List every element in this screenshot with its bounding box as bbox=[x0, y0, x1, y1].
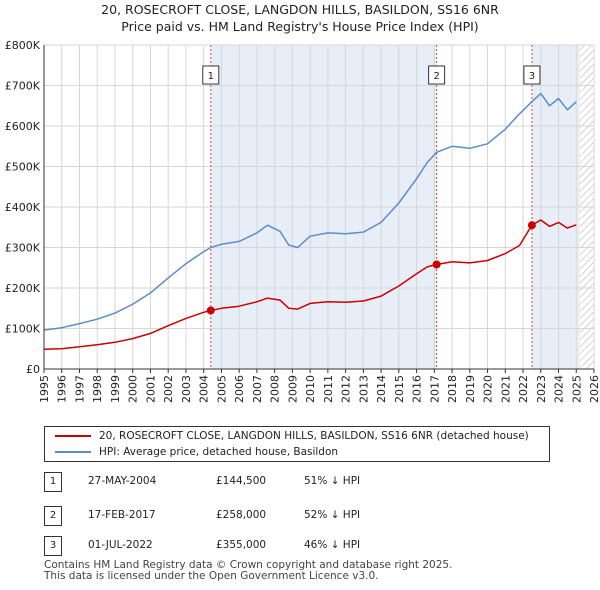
x-tick-label: 2006 bbox=[233, 375, 246, 403]
sale-hpi-diff: 46% ↓ HPI bbox=[304, 539, 361, 551]
y-tick-label: £0 bbox=[26, 363, 40, 376]
x-tick-label: 2016 bbox=[411, 375, 424, 403]
sale-marker-box bbox=[523, 65, 541, 85]
sale-marker-label: 3 bbox=[529, 71, 535, 82]
price-chart: 1 2 3 £0 £100K £200K £300K £400K £500K £600K £700… bbox=[5, 39, 600, 403]
legend-item-hpi: HPI: Average price, detached house, Basi… bbox=[55, 444, 338, 460]
sale-price: £355,000 bbox=[216, 539, 267, 551]
y-tick-label: £700K bbox=[5, 80, 41, 93]
x-tick-label: 2004 bbox=[198, 375, 211, 403]
x-tick-label: 2015 bbox=[393, 375, 406, 403]
x-tick-label: 1997 bbox=[73, 375, 86, 403]
y-tick-label: £800K bbox=[5, 39, 41, 52]
x-tick-label: 2024 bbox=[553, 375, 566, 403]
series-line-property bbox=[43, 219, 577, 350]
sale-date: 17-FEB-2017 bbox=[88, 509, 156, 521]
x-tick-label: 1998 bbox=[91, 375, 104, 403]
y-tick-label: £400K bbox=[5, 201, 41, 214]
x-tick-label: 2025 bbox=[570, 375, 583, 403]
y-tick-label: £600K bbox=[5, 120, 41, 133]
x-tick-label: 2022 bbox=[517, 375, 530, 403]
y-tick-label: £500K bbox=[5, 161, 41, 174]
x-tick-label: 2011 bbox=[322, 375, 335, 403]
x-tick-label: 2000 bbox=[127, 375, 140, 403]
x-tick-label: 2010 bbox=[304, 375, 317, 403]
legend-swatch-property bbox=[55, 435, 91, 437]
sale-number-badge: 2 bbox=[44, 506, 62, 526]
x-tick-label: 2023 bbox=[535, 375, 548, 403]
sale-price: £144,500 bbox=[216, 475, 267, 487]
x-tick-label: 2020 bbox=[482, 375, 495, 403]
sale-marker-label: 1 bbox=[208, 71, 214, 82]
footer-line-licence: This data is licensed under the Open Gov… bbox=[44, 570, 379, 582]
series-line-hpi bbox=[43, 92, 577, 331]
sale-number-badge: 3 bbox=[44, 536, 62, 556]
sale-point bbox=[432, 260, 441, 269]
legend-swatch-hpi bbox=[55, 451, 91, 453]
footer-line-copyright: Contains HM Land Registry data © Crown c… bbox=[44, 559, 453, 571]
x-tick-label: 2019 bbox=[464, 375, 477, 403]
legend-label-property: 20, ROSECROFT CLOSE, LANGDON HILLS, BASI… bbox=[99, 430, 529, 442]
sale-date: 27-MAY-2004 bbox=[88, 475, 157, 487]
x-tick-label: 2001 bbox=[144, 375, 157, 403]
y-tick-label: £300K bbox=[5, 242, 41, 255]
x-tick-label: 1995 bbox=[38, 375, 51, 403]
sale-marker-box bbox=[428, 65, 446, 85]
sale-price: £258,000 bbox=[216, 509, 267, 521]
legend-label-hpi: HPI: Average price, detached house, Basi… bbox=[99, 446, 339, 458]
x-tick-label: 2014 bbox=[375, 375, 388, 403]
sale-hpi-diff: 51% ↓ HPI bbox=[304, 475, 361, 487]
sale-marker-box bbox=[202, 65, 220, 85]
x-tick-label: 2007 bbox=[251, 375, 264, 403]
x-tick-label: 2005 bbox=[215, 375, 228, 403]
x-tick-label: 2008 bbox=[269, 375, 282, 403]
x-tick-label: 2003 bbox=[180, 375, 193, 403]
x-tick-label: 2018 bbox=[446, 375, 459, 403]
x-tick-label: 2012 bbox=[340, 375, 353, 403]
x-tick-label: 2002 bbox=[162, 375, 175, 403]
y-tick-label: £100K bbox=[5, 323, 41, 336]
sales-row: 3 01-JUL-2022 £355,000 46% ↓ HPI bbox=[44, 536, 564, 556]
chart-title: 20, ROSECROFT CLOSE, LANGDON HILLS, BASI… bbox=[101, 2, 499, 17]
sale-point bbox=[206, 306, 215, 315]
legend-item-property: 20, ROSECROFT CLOSE, LANGDON HILLS, BASI… bbox=[55, 428, 529, 444]
x-tick-label: 2026 bbox=[588, 375, 600, 403]
y-tick-label: £200K bbox=[5, 282, 41, 295]
x-tick-label: 1996 bbox=[56, 375, 69, 403]
x-tick-label: 2009 bbox=[286, 375, 299, 403]
sale-hpi-diff: 52% ↓ HPI bbox=[304, 509, 361, 521]
x-tick-label: 1999 bbox=[109, 375, 122, 403]
sale-point bbox=[527, 221, 536, 230]
sale-marker-label: 2 bbox=[433, 71, 439, 82]
sale-date: 01-JUL-2022 bbox=[88, 539, 153, 551]
sales-row: 1 27-MAY-2004 £144,500 51% ↓ HPI bbox=[44, 472, 564, 492]
x-tick-label: 2013 bbox=[357, 375, 370, 403]
footer-attribution: Contains HM Land Registry data © Crown c… bbox=[44, 560, 452, 582]
chart-subtitle: Price paid vs. HM Land Registry's House … bbox=[121, 19, 479, 34]
sales-row: 2 17-FEB-2017 £258,000 52% ↓ HPI bbox=[44, 506, 564, 526]
chart-legend: 20, ROSECROFT CLOSE, LANGDON HILLS, BASI… bbox=[44, 426, 550, 462]
sale-number-badge: 1 bbox=[44, 472, 62, 492]
x-tick-label: 2017 bbox=[428, 375, 441, 403]
x-tick-label: 2021 bbox=[499, 375, 512, 403]
